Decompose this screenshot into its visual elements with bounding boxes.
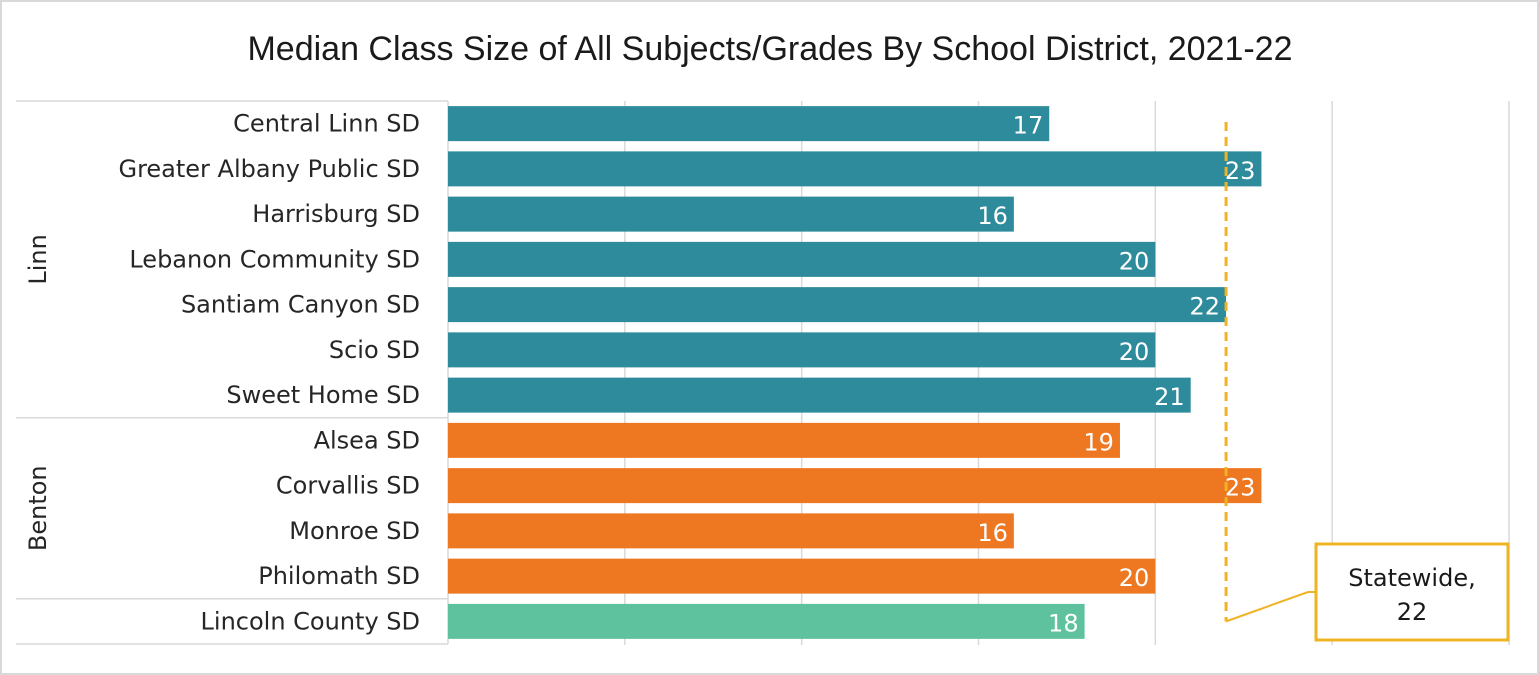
bar — [448, 287, 1227, 323]
data-label: 19 — [1083, 428, 1114, 456]
statewide-reference: Statewide, 22 — [1224, 122, 1510, 642]
data-label: 20 — [1119, 338, 1150, 366]
data-label: 20 — [1119, 564, 1150, 592]
category-axis: Linn Benton Central Linn SD Greater Albany … — [16, 100, 449, 645]
category-label: Lebanon Community SD — [129, 245, 420, 273]
bar — [448, 468, 1262, 504]
bar — [448, 558, 1156, 594]
data-label: 16 — [977, 202, 1008, 230]
category-label: Philomath SD — [258, 562, 420, 590]
bar — [448, 241, 1156, 277]
bars — [448, 106, 1262, 639]
data-label: 21 — [1154, 383, 1185, 411]
gridlines — [624, 101, 1510, 645]
bar — [448, 332, 1156, 368]
category-label: Alsea SD — [314, 426, 420, 454]
data-label: 22 — [1190, 293, 1221, 321]
group-label: Benton — [24, 465, 52, 551]
callout-label: Statewide, — [1348, 564, 1475, 592]
category-label: Corvallis SD — [276, 472, 420, 500]
category-label: Sweet Home SD — [226, 381, 420, 409]
category-label: Harrisburg SD — [252, 200, 420, 228]
bar — [448, 603, 1085, 639]
category-label: Monroe SD — [289, 517, 420, 545]
data-label: 20 — [1119, 247, 1150, 275]
callout-leader — [1225, 591, 1316, 623]
chart-title: Median Class Size of All Subjects/Grades… — [247, 30, 1292, 68]
data-label: 23 — [1225, 474, 1256, 502]
callout-value: 22 — [1397, 598, 1428, 626]
category-label: Santiam Canyon SD — [181, 291, 420, 319]
bar — [448, 422, 1120, 458]
data-label: 18 — [1048, 609, 1079, 637]
bar — [448, 106, 1050, 142]
callout-box — [1314, 542, 1510, 642]
bar — [448, 151, 1262, 187]
group-label: Linn — [24, 234, 52, 284]
data-label: 16 — [977, 519, 1008, 547]
category-label: Lincoln County SD — [201, 607, 420, 635]
category-label: Central Linn SD — [233, 110, 420, 138]
bar — [448, 196, 1014, 232]
data-label: 17 — [1013, 112, 1044, 140]
category-label: Greater Albany Public SD — [118, 155, 420, 183]
bar — [448, 513, 1014, 549]
data-label: 23 — [1225, 157, 1256, 185]
category-label: Scio SD — [329, 336, 420, 364]
bar — [448, 377, 1191, 413]
